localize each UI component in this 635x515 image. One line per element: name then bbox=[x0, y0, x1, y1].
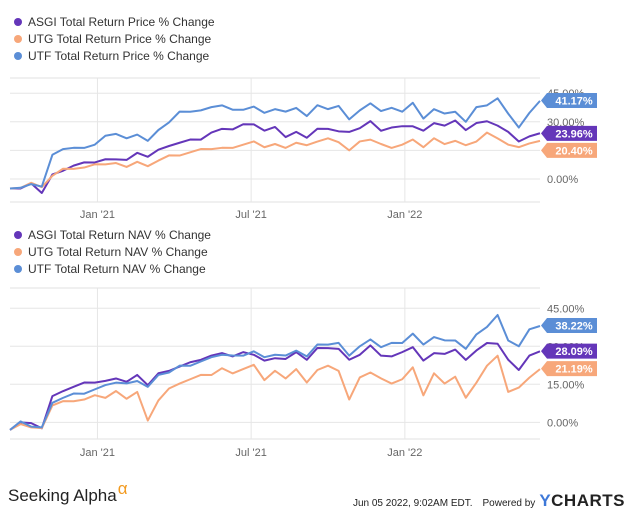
legend-dot-utf bbox=[14, 264, 22, 273]
end-value-tag bbox=[541, 343, 597, 359]
ycharts-logo-y: Y bbox=[539, 491, 552, 510]
legend-dot-asgi bbox=[14, 17, 22, 26]
legend-dot-asgi bbox=[14, 230, 22, 239]
y-tick-label: 45.00% bbox=[547, 303, 585, 315]
end-value-label: 23.96% bbox=[555, 128, 593, 140]
x-tick-label: Jul '21 bbox=[235, 447, 266, 459]
legend-label: ASGI Total Return Price % Change bbox=[28, 14, 215, 29]
series-line bbox=[9, 313, 541, 431]
end-value-tag bbox=[541, 317, 597, 333]
x-tick-label: Jul '21 bbox=[235, 209, 266, 221]
footer-credit: Jun 05 2022, 9:02AM EDT. Powered by YCHA… bbox=[352, 491, 625, 513]
x-tick-label: Jan '22 bbox=[387, 209, 422, 221]
end-value-tag bbox=[541, 361, 597, 377]
y-tick-label: 0.00% bbox=[547, 417, 578, 429]
end-value-tag bbox=[541, 142, 597, 158]
ycharts-logo-text: CHARTS bbox=[551, 491, 625, 510]
powered-by-label: Powered by bbox=[482, 497, 536, 509]
x-tick-label: Jan '22 bbox=[387, 447, 422, 459]
series-line bbox=[9, 131, 541, 190]
y-tick-label: 15.00% bbox=[547, 379, 585, 391]
alpha-symbol: α bbox=[117, 479, 128, 498]
series-line bbox=[9, 97, 541, 190]
legend-item: UTF Total Return Price % Change bbox=[14, 47, 215, 64]
legend-label: UTG Total Return Price % Change bbox=[28, 31, 212, 46]
end-value-label: 38.22% bbox=[555, 320, 593, 332]
timestamp: Jun 05 2022, 9:02AM EDT. bbox=[352, 497, 473, 509]
end-value-label: 28.09% bbox=[555, 346, 593, 358]
legend-item: ASGI Total Return Price % Change bbox=[14, 13, 215, 30]
legend-item: ASGI Total Return NAV % Change bbox=[14, 226, 211, 243]
series-line bbox=[9, 354, 541, 431]
x-tick-label: Jan '21 bbox=[80, 447, 115, 459]
legend-dot-utg bbox=[14, 34, 22, 43]
legend-item: UTG Total Return NAV % Change bbox=[14, 243, 211, 260]
y-tick-label: 0.00% bbox=[547, 174, 578, 186]
series-line bbox=[9, 341, 541, 431]
end-value-label: 21.19% bbox=[555, 364, 593, 376]
end-value-tag bbox=[541, 125, 597, 141]
legend-item: UTG Total Return Price % Change bbox=[14, 30, 215, 47]
legend-label: UTF Total Return NAV % Change bbox=[28, 261, 206, 276]
y-tick-label: 30.00% bbox=[547, 117, 585, 129]
legend-label: UTF Total Return Price % Change bbox=[28, 48, 210, 63]
legend-label: ASGI Total Return NAV % Change bbox=[28, 227, 211, 242]
end-value-tag bbox=[541, 93, 597, 109]
top-chart-legend: ASGI Total Return Price % Change UTG Tot… bbox=[14, 13, 215, 64]
ycharts-logo: YCHARTS bbox=[539, 491, 625, 511]
legend-label: UTG Total Return NAV % Change bbox=[28, 244, 208, 259]
end-value-label: 41.17% bbox=[555, 96, 593, 108]
series-line bbox=[10, 119, 541, 194]
x-tick-label: Jan '21 bbox=[80, 209, 115, 221]
legend-item: UTF Total Return NAV % Change bbox=[14, 260, 211, 277]
brand-name: Seeking Alpha bbox=[8, 486, 117, 505]
legend-dot-utg bbox=[14, 247, 22, 256]
legend-dot-utf bbox=[14, 51, 22, 60]
bottom-chart-legend: ASGI Total Return NAV % Change UTG Total… bbox=[14, 226, 211, 277]
seeking-alpha-logo: Seeking Alphaα bbox=[8, 479, 128, 506]
end-value-label: 20.40% bbox=[555, 145, 593, 157]
